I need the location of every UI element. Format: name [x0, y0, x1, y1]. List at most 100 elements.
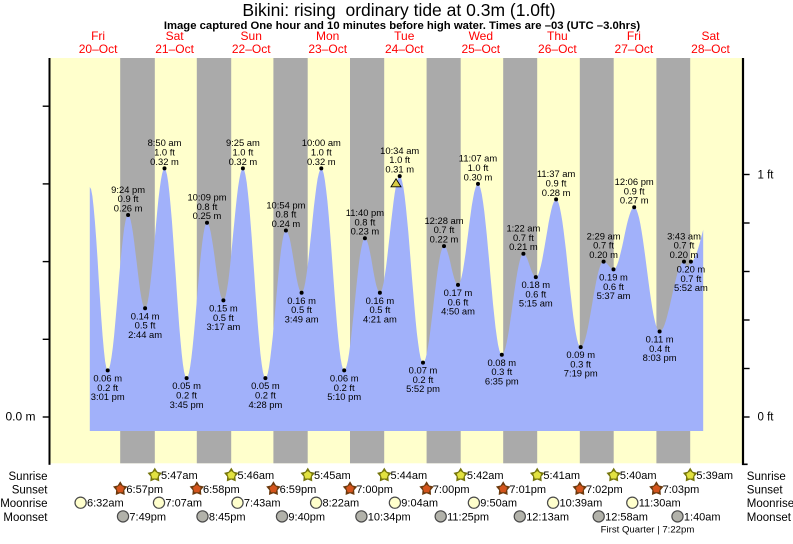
svg-text:7:03pm: 7:03pm: [663, 484, 700, 496]
svg-text:10:34 am: 10:34 am: [380, 145, 419, 156]
svg-text:8:45pm: 8:45pm: [209, 511, 246, 523]
svg-text:11:40 pm: 11:40 pm: [346, 207, 385, 218]
svg-text:0.6 ft: 0.6 ft: [525, 289, 546, 300]
svg-text:10:00 am: 10:00 am: [302, 137, 341, 148]
svg-text:0.3 ft: 0.3 ft: [491, 366, 512, 377]
svg-text:5:41am: 5:41am: [543, 470, 580, 482]
svg-text:0.23 m: 0.23 m: [351, 226, 380, 237]
svg-text:Moonset: Moonset: [3, 512, 48, 524]
svg-text:0.8 ft: 0.8 ft: [197, 201, 218, 212]
svg-text:0.5 ft: 0.5 ft: [213, 312, 234, 323]
svg-text:0.9 ft: 0.9 ft: [118, 193, 139, 204]
svg-text:0.9 ft: 0.9 ft: [624, 185, 645, 196]
svg-text:0.0 m: 0.0 m: [5, 410, 35, 424]
svg-text:0.7 ft: 0.7 ft: [674, 240, 695, 251]
svg-text:0.08 m: 0.08 m: [487, 357, 516, 368]
svg-text:1.0 ft: 1.0 ft: [389, 154, 410, 165]
svg-text:22–Oct: 22–Oct: [232, 42, 271, 56]
svg-text:Fri: Fri: [91, 29, 105, 43]
svg-text:12:06 pm: 12:06 pm: [615, 176, 654, 187]
svg-text:Wed: Wed: [469, 29, 493, 43]
svg-text:12:13am: 12:13am: [526, 511, 569, 523]
svg-text:2:29 am: 2:29 am: [587, 230, 621, 241]
svg-text:0.20 m: 0.20 m: [677, 264, 706, 275]
svg-text:5:47am: 5:47am: [161, 470, 198, 482]
svg-text:23–Oct: 23–Oct: [308, 42, 347, 56]
svg-text:7:07am: 7:07am: [165, 498, 202, 510]
svg-text:Sunrise: Sunrise: [9, 471, 48, 483]
svg-text:26–Oct: 26–Oct: [538, 42, 577, 56]
svg-text:0.2 ft: 0.2 ft: [97, 382, 118, 393]
svg-text:0.15 m: 0.15 m: [209, 303, 238, 314]
svg-text:0.20 m: 0.20 m: [670, 249, 699, 260]
svg-text:0.27 m: 0.27 m: [620, 195, 649, 206]
svg-text:0.32 m: 0.32 m: [307, 156, 336, 167]
svg-text:5:45am: 5:45am: [314, 470, 351, 482]
svg-text:5:15 am: 5:15 am: [519, 298, 553, 309]
svg-text:Moonrise: Moonrise: [0, 498, 47, 510]
svg-text:Sunrise: Sunrise: [747, 471, 786, 483]
svg-text:3:17 am: 3:17 am: [206, 321, 240, 332]
svg-text:0.7 ft: 0.7 ft: [680, 273, 701, 284]
svg-text:7:01pm: 7:01pm: [509, 484, 546, 496]
svg-text:0.2 ft: 0.2 ft: [334, 382, 355, 393]
svg-text:Image captured One hour and 10: Image captured One hour and 10 minutes b…: [164, 20, 641, 32]
svg-text:1.0 ft: 1.0 ft: [311, 147, 332, 158]
svg-text:10:34pm: 10:34pm: [368, 511, 411, 523]
svg-text:5:52 am: 5:52 am: [674, 282, 708, 293]
svg-text:0.26 m: 0.26 m: [114, 202, 143, 213]
svg-text:0.30 m: 0.30 m: [464, 171, 493, 182]
svg-text:0.05 m: 0.05 m: [251, 380, 280, 391]
svg-text:9:50am: 9:50am: [480, 498, 517, 510]
svg-text:Tue: Tue: [394, 29, 415, 43]
svg-text:9:24 pm: 9:24 pm: [111, 184, 145, 195]
svg-text:Moonset: Moonset: [747, 512, 792, 524]
svg-text:Sat: Sat: [166, 29, 185, 43]
svg-text:28–Oct: 28–Oct: [691, 42, 730, 56]
svg-text:0.3 ft: 0.3 ft: [570, 359, 591, 370]
svg-text:5:39am: 5:39am: [696, 470, 733, 482]
svg-text:7:00pm: 7:00pm: [433, 484, 470, 496]
svg-text:Fri: Fri: [627, 29, 641, 43]
svg-text:2:44 am: 2:44 am: [128, 329, 162, 340]
svg-text:5:10 pm: 5:10 pm: [327, 391, 361, 402]
svg-text:0.5 ft: 0.5 ft: [291, 304, 312, 315]
svg-text:7:02pm: 7:02pm: [586, 484, 623, 496]
svg-text:3:43 am: 3:43 am: [667, 230, 701, 241]
svg-text:3:49 am: 3:49 am: [285, 313, 319, 324]
svg-text:0.14 m: 0.14 m: [131, 310, 160, 321]
svg-text:0.7 ft: 0.7 ft: [593, 240, 614, 251]
svg-text:4:50 am: 4:50 am: [441, 306, 475, 317]
svg-text:21–Oct: 21–Oct: [155, 42, 194, 56]
svg-text:0.21 m: 0.21 m: [509, 241, 538, 252]
svg-text:11:25pm: 11:25pm: [447, 511, 489, 523]
svg-text:9:25 am: 9:25 am: [226, 137, 260, 148]
svg-text:1:40am: 1:40am: [684, 511, 721, 523]
svg-text:10:09 pm: 10:09 pm: [187, 192, 226, 203]
svg-text:0.25 m: 0.25 m: [193, 210, 222, 221]
svg-text:0.05 m: 0.05 m: [172, 380, 201, 391]
svg-text:9:04am: 9:04am: [401, 498, 438, 510]
svg-text:1.0 ft: 1.0 ft: [154, 147, 175, 158]
svg-text:3:45 pm: 3:45 pm: [170, 399, 204, 410]
svg-text:4:28 pm: 4:28 pm: [248, 399, 282, 410]
svg-text:0.24 m: 0.24 m: [272, 218, 301, 229]
svg-text:0.6 ft: 0.6 ft: [448, 296, 469, 307]
svg-text:0.09 m: 0.09 m: [566, 349, 595, 360]
svg-text:25–Oct: 25–Oct: [461, 42, 500, 56]
svg-text:0.32 m: 0.32 m: [150, 156, 179, 167]
svg-text:1:22 am: 1:22 am: [506, 223, 540, 234]
svg-text:6:58pm: 6:58pm: [203, 484, 240, 496]
svg-text:0.19 m: 0.19 m: [599, 272, 628, 283]
svg-text:10:39am: 10:39am: [560, 498, 603, 510]
svg-text:0.16 m: 0.16 m: [366, 295, 395, 306]
svg-text:7:49pm: 7:49pm: [129, 511, 166, 523]
svg-text:8:03 pm: 8:03 pm: [643, 352, 677, 363]
svg-text:11:30am: 11:30am: [639, 498, 681, 510]
svg-text:6:35 pm: 6:35 pm: [485, 375, 519, 386]
svg-text:0.28 m: 0.28 m: [542, 187, 571, 198]
svg-text:0.18 m: 0.18 m: [521, 279, 550, 290]
svg-text:24–Oct: 24–Oct: [385, 42, 424, 56]
svg-text:0.06 m: 0.06 m: [330, 373, 359, 384]
svg-text:1.0 ft: 1.0 ft: [232, 147, 253, 158]
